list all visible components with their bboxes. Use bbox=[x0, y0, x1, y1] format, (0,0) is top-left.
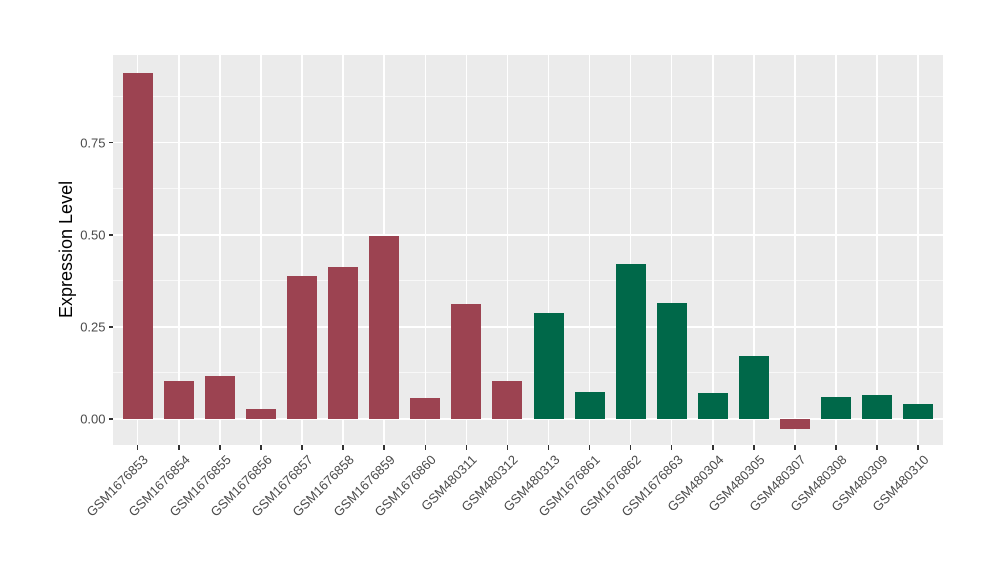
vertical-gridline bbox=[424, 55, 426, 445]
y-axis-title: Expression Level bbox=[56, 180, 76, 318]
vertical-gridline bbox=[794, 55, 796, 445]
minor-gridline bbox=[113, 96, 943, 98]
x-axis-tick bbox=[547, 445, 550, 450]
bar-GSM480311 bbox=[451, 304, 482, 419]
x-axis-tick bbox=[219, 445, 221, 450]
major-gridline bbox=[113, 418, 943, 420]
bar-GSM1676860 bbox=[410, 397, 441, 419]
vertical-gridline bbox=[835, 55, 837, 445]
y-tick-label: 0.75 bbox=[80, 135, 106, 151]
x-axis-tick bbox=[465, 445, 468, 450]
vertical-gridline bbox=[547, 55, 550, 445]
y-tick-label: 0.50 bbox=[80, 227, 106, 243]
vertical-gridline bbox=[670, 55, 673, 445]
bar-GSM1676856 bbox=[245, 409, 276, 419]
y-tick-label: 0.25 bbox=[80, 319, 106, 335]
x-axis-tick bbox=[835, 445, 837, 450]
plot-panel bbox=[113, 55, 943, 445]
y-axis-tick bbox=[108, 418, 113, 420]
x-axis-tick bbox=[876, 445, 878, 450]
bar-GSM1676862 bbox=[615, 263, 646, 419]
x-axis-tick bbox=[178, 445, 180, 450]
bar-GSM480304 bbox=[697, 392, 728, 419]
bar-GSM1676858 bbox=[328, 266, 359, 419]
vertical-gridline bbox=[588, 55, 591, 445]
bar-GSM480305 bbox=[738, 356, 769, 419]
bar-GSM480307 bbox=[779, 419, 810, 429]
y-tick-label: 0.00 bbox=[80, 411, 106, 427]
vertical-gridline bbox=[342, 55, 344, 445]
bar-GSM1676861 bbox=[574, 392, 605, 419]
vertical-gridline bbox=[506, 55, 509, 445]
minor-gridline bbox=[113, 280, 943, 282]
bar-GSM1676853 bbox=[122, 72, 153, 419]
vertical-gridline bbox=[753, 55, 755, 445]
major-gridline bbox=[113, 326, 943, 328]
bar-GSM480309 bbox=[862, 395, 893, 419]
x-axis-tick bbox=[753, 445, 755, 450]
bar-GSM480313 bbox=[533, 312, 564, 419]
bar-GSM1676857 bbox=[287, 275, 318, 419]
minor-gridline bbox=[113, 188, 943, 190]
x-axis-tick bbox=[260, 445, 262, 450]
major-gridline bbox=[113, 234, 943, 236]
x-axis-tick bbox=[917, 445, 919, 450]
vertical-gridline bbox=[219, 55, 221, 445]
bar-GSM480312 bbox=[492, 381, 523, 419]
x-axis-tick bbox=[588, 445, 591, 450]
x-axis-tick bbox=[670, 445, 673, 450]
vertical-gridline bbox=[712, 55, 714, 445]
x-axis-tick bbox=[629, 445, 632, 450]
x-axis-tick bbox=[136, 445, 139, 450]
vertical-gridline bbox=[301, 55, 303, 445]
vertical-gridline bbox=[465, 55, 468, 445]
bar-GSM1676854 bbox=[163, 381, 194, 419]
x-axis-tick bbox=[506, 445, 509, 450]
x-axis-tick bbox=[301, 445, 303, 450]
bar-GSM480310 bbox=[903, 403, 934, 419]
y-axis-tick bbox=[108, 234, 113, 236]
bar-GSM1676859 bbox=[369, 235, 400, 419]
x-axis-tick bbox=[424, 445, 426, 450]
x-axis-tick bbox=[383, 445, 385, 450]
x-axis-tick bbox=[342, 445, 344, 450]
bar-GSM1676863 bbox=[656, 303, 687, 419]
y-axis-tick bbox=[108, 141, 113, 144]
vertical-gridline bbox=[178, 55, 180, 445]
major-gridline bbox=[113, 141, 943, 144]
minor-gridline bbox=[113, 372, 943, 374]
x-axis-tick bbox=[712, 445, 714, 450]
vertical-gridline bbox=[629, 55, 632, 445]
x-axis-tick bbox=[794, 445, 796, 450]
y-axis-tick bbox=[108, 326, 113, 328]
vertical-gridline bbox=[917, 55, 919, 445]
bar-GSM1676855 bbox=[204, 375, 235, 419]
vertical-gridline bbox=[876, 55, 878, 445]
bar-GSM480308 bbox=[821, 396, 852, 419]
vertical-gridline bbox=[260, 55, 262, 445]
